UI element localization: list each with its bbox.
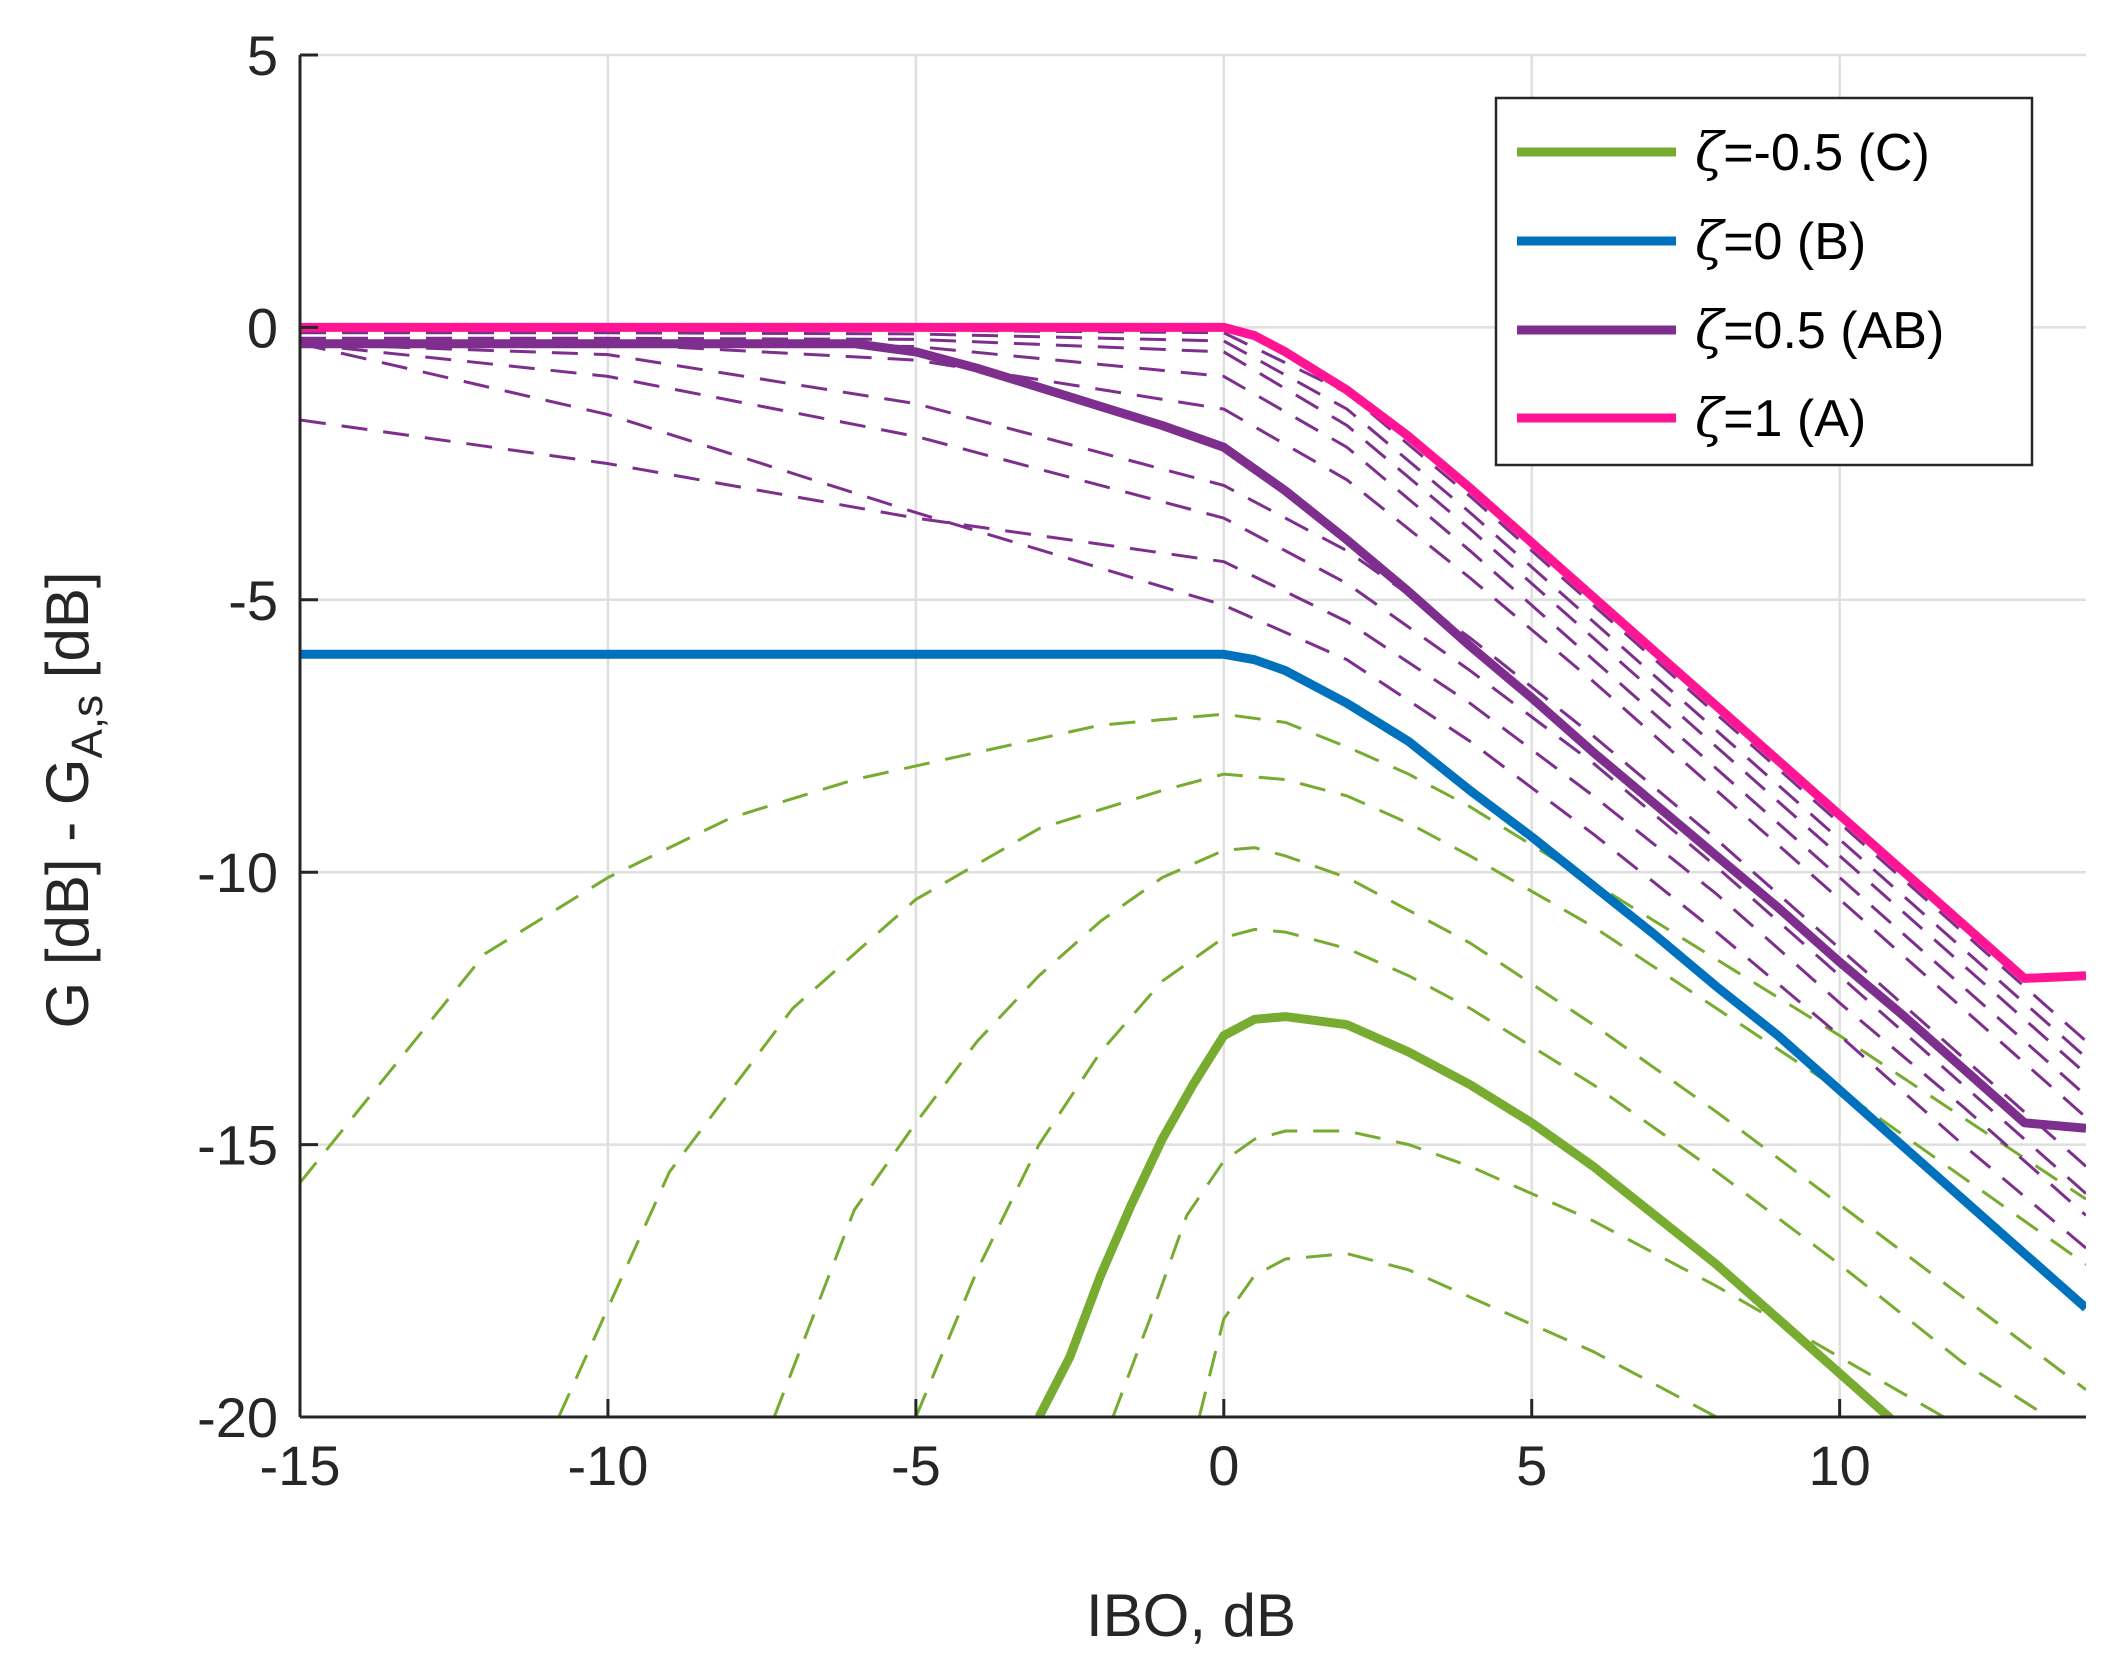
x-tick-label: -5 — [891, 1434, 941, 1497]
axes — [298, 53, 2086, 1419]
legend-box — [1494, 96, 2034, 467]
legend-zeta-symbol: ζ — [1695, 389, 1726, 449]
dashed-curve-purple — [300, 418, 2086, 1217]
x-tick-label: -10 — [567, 1434, 648, 1497]
y-axis-label-main: G [dB] - G — [34, 758, 101, 1028]
dashed-curves — [300, 328, 2086, 1417]
y-tick-label: 0 — [247, 296, 278, 359]
x-tick-label: 5 — [1516, 1434, 1547, 1497]
x-tick-label: 0 — [1208, 1434, 1239, 1497]
y-tick-label: -5 — [228, 569, 278, 632]
series-lines — [300, 322, 2086, 1417]
dashed-curve-purple — [300, 331, 2086, 1059]
legend-label-text: =0.5 (AB) — [1723, 302, 1944, 360]
dashed-curve-purple — [300, 342, 2086, 1250]
legend-zeta-symbol: ζ — [1695, 123, 1726, 183]
dashed-curve-green — [557, 772, 2086, 1417]
legend-label-A: ζ=1 (A) — [1695, 389, 1866, 449]
legend-label-text: =-0.5 (C) — [1723, 124, 1930, 182]
dashed-curve-green — [300, 712, 2086, 1201]
legend-zeta-symbol: ζ — [1695, 212, 1726, 272]
legend-label-AB: ζ=0.5 (AB) — [1695, 301, 1944, 361]
series-line-B — [300, 649, 2086, 1312]
y-tick-label: -10 — [197, 841, 278, 904]
y-axis-label-suffix: [dB] — [34, 571, 101, 694]
y-axis-label: G [dB] - GA,s [dB] — [34, 571, 112, 1028]
dashed-curve-purple — [300, 342, 2086, 1168]
series-line-AB — [300, 339, 2086, 1133]
x-tick-label: 10 — [1809, 1434, 1871, 1497]
series-line-C — [1034, 1012, 1896, 1417]
legend: ζ=-0.5 (C)ζ=0 (B)ζ=0.5 (AB)ζ=1 (A) — [1494, 96, 2034, 467]
y-tick-label: 5 — [247, 24, 278, 87]
legend-label-text: =1 (A) — [1723, 390, 1866, 448]
y-axis-label-subscript: A,s — [63, 695, 112, 759]
dashed-curve-purple — [300, 342, 2086, 1119]
y-tick-label: -20 — [197, 1386, 278, 1449]
x-axis-label: IBO, dB — [1086, 1582, 1296, 1649]
dashed-curve-green — [1111, 1129, 1947, 1417]
legend-label-C: ζ=-0.5 (C) — [1695, 123, 1930, 183]
y-tick-label: -15 — [197, 1114, 278, 1177]
dashed-curve-purple — [300, 342, 2086, 1195]
dashed-curve-green — [1197, 1252, 1720, 1417]
dashed-curve-purple — [300, 336, 2086, 1075]
tick-labels: -15 -10 -5 0 5 10-20-15-10-505 — [197, 24, 1871, 1497]
dashed-curve-green — [914, 927, 2051, 1417]
legend-label-text: =0 (B) — [1723, 213, 1866, 271]
series-line-A — [300, 322, 2086, 983]
x-tick-label: -15 — [260, 1434, 341, 1497]
legend-label-B: ζ=0 (B) — [1695, 212, 1866, 272]
legend-zeta-symbol: ζ — [1695, 301, 1726, 361]
